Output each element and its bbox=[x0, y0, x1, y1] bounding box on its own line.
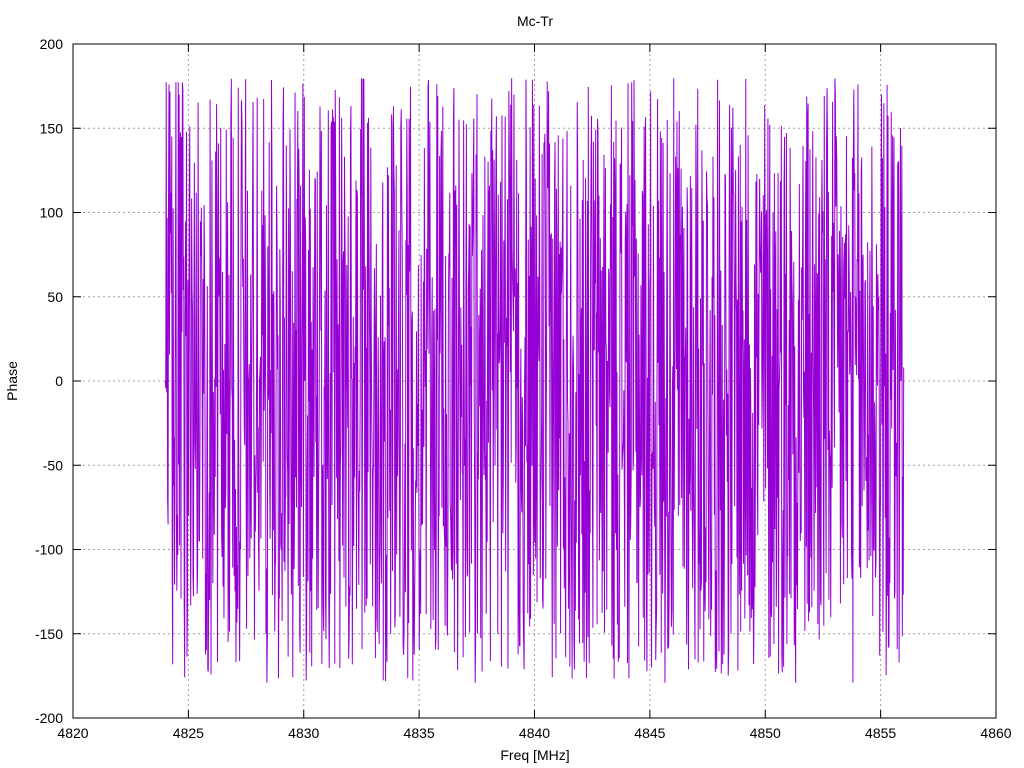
y-tick-label: -50 bbox=[43, 457, 63, 473]
y-axis: -200 -150 -100 -50 0 50 100 150 200 bbox=[35, 36, 996, 726]
y-tick-label: 100 bbox=[40, 205, 64, 221]
x-tick-label: 4820 bbox=[57, 725, 88, 741]
y-tick-label: -100 bbox=[35, 542, 63, 558]
x-tick-label: 4845 bbox=[634, 725, 665, 741]
chart-title: Mc-Tr bbox=[517, 13, 553, 29]
series-line bbox=[164, 78, 905, 683]
x-tick-label: 4840 bbox=[519, 725, 550, 741]
x-tick-label: 4850 bbox=[750, 725, 781, 741]
y-tick-label: 0 bbox=[55, 373, 63, 389]
y-tick-label: -150 bbox=[35, 626, 63, 642]
y-tick-label: 200 bbox=[40, 36, 64, 52]
y-tick-label: 150 bbox=[40, 120, 64, 136]
series-group bbox=[164, 78, 905, 683]
y-tick-label: -200 bbox=[35, 710, 63, 726]
y-axis-label: Phase bbox=[4, 361, 20, 401]
y-tick-label: 50 bbox=[47, 289, 63, 305]
x-tick-label: 4825 bbox=[173, 725, 204, 741]
x-tick-label: 4855 bbox=[865, 725, 896, 741]
x-tick-label: 4860 bbox=[980, 725, 1011, 741]
x-tick-label: 4835 bbox=[404, 725, 435, 741]
x-axis-label: Freq [MHz] bbox=[500, 747, 569, 763]
x-tick-label: 4830 bbox=[288, 725, 319, 741]
x-axis: 4820 4825 4830 4835 4840 4845 4850 4855 4860 bbox=[57, 44, 1012, 741]
